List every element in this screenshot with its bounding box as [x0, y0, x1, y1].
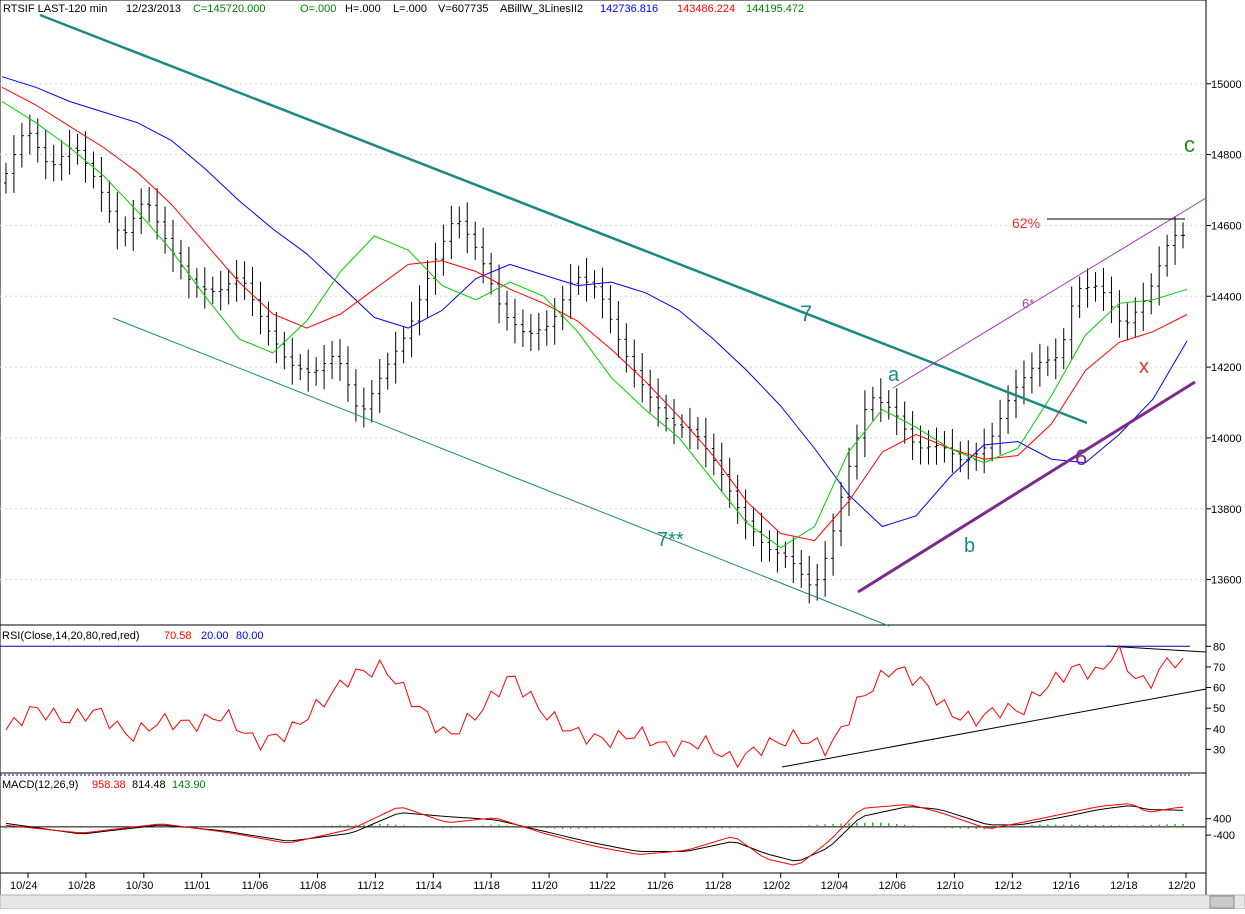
x-axis-label: 11/26 — [647, 880, 674, 892]
label-fib-62: 62% — [1012, 215, 1040, 231]
grid-layer — [0, 83, 1206, 581]
rsi-axis-label: 70 — [1213, 662, 1225, 674]
price-axis-label: 14800 — [1211, 150, 1242, 162]
wave-labels-layer: 7 7** 6 6* a b c x 62% — [657, 132, 1195, 557]
header-study: ABillW_3LinesII2 — [500, 3, 583, 15]
x-axis-label: 11/28 — [705, 880, 732, 892]
price-axis-label: 13800 — [1211, 504, 1242, 516]
x-axis-label: 12/06 — [879, 880, 907, 892]
trendline-6-star — [892, 197, 1207, 389]
header-high: H=.000 — [345, 3, 381, 15]
label-wave-a: a — [888, 364, 900, 386]
trendline-7 — [39, 13, 1088, 425]
rsi-panel-frame — [0, 624, 1207, 774]
rsi-axis-label: 40 — [1213, 724, 1225, 736]
label-wave-6-star: 6* — [1022, 296, 1034, 311]
rsi-line — [5, 644, 1184, 769]
price-layer — [3, 114, 1186, 604]
label-wave-b: b — [964, 535, 975, 557]
axes-layer: 15000 14800 14600 14400 14200 14000 13800 13600… — [10, 79, 1242, 892]
x-axis-label: 12/10 — [936, 880, 964, 892]
rsi-axis-label: 50 — [1213, 703, 1225, 715]
trendline-7-star — [112, 317, 890, 627]
x-axis-label: 12/04 — [821, 880, 849, 892]
header-close: C=145720.000 — [193, 3, 265, 15]
header-open: O=.000 — [300, 3, 336, 15]
macd-line — [5, 803, 1184, 866]
rsi-axis-label: 60 — [1213, 683, 1225, 695]
price-axis-label: 14200 — [1211, 362, 1242, 374]
x-axis-label: 10/30 — [126, 880, 154, 892]
label-wave-c: c — [1184, 132, 1195, 157]
x-axis-label: 11/22 — [589, 880, 616, 892]
header-symbol: RTSIF LAST-120 min — [3, 3, 107, 15]
rsi-high-level: 80.00 — [236, 630, 264, 642]
x-axis-label: 11/12 — [357, 880, 384, 892]
rsi-layer — [0, 644, 1190, 776]
x-axis-label: 10/24 — [10, 880, 38, 892]
price-axis-label: 13600 — [1211, 575, 1242, 587]
macd-value: 958.38 — [92, 779, 126, 791]
rsi-trendline-lower — [781, 688, 1207, 768]
price-panel-frame — [0, 0, 1207, 626]
scrollbar[interactable] — [0, 894, 1245, 910]
header-volume: V=607735 — [438, 3, 488, 15]
moving-averages-layer — [1, 76, 1188, 549]
price-axis-label: 14600 — [1211, 220, 1242, 232]
macd-axis-label: -400 — [1213, 830, 1235, 842]
macd-axis-label: 400 — [1213, 814, 1231, 826]
header-low: L=.000 — [393, 3, 427, 15]
label-wave-x: x — [1139, 356, 1149, 378]
rsi-trendline-upper — [1105, 645, 1207, 653]
macd-panel-frame — [0, 772, 1207, 874]
rsi-title: RSI(Close,14,20,80,red,red) — [2, 630, 140, 642]
x-axis-label: 11/06 — [242, 880, 269, 892]
header-line3: 144195.472 — [746, 3, 804, 15]
header-line2: 143486.224 — [677, 3, 735, 15]
label-wave-7-star: 7** — [657, 529, 684, 551]
x-axis-label: 11/20 — [531, 880, 558, 892]
ma-blue-line — [1, 76, 1188, 528]
trendline-6 — [857, 380, 1196, 594]
x-axis-label: 11/08 — [300, 880, 327, 892]
rsi-low-level: 20.00 — [201, 630, 229, 642]
x-axis-label: 11/01 — [184, 880, 211, 892]
trendlines-layer — [39, 13, 1207, 768]
x-axis-label: 12/16 — [1052, 880, 1080, 892]
macd-hist-value: 143.90 — [172, 779, 206, 791]
scrollbar-thumb[interactable] — [1209, 895, 1235, 909]
header-date: 12/23/2013 — [126, 3, 181, 15]
macd-signal-value: 814.48 — [132, 779, 166, 791]
ma-green-line — [1, 101, 1188, 549]
rsi-axis-label: 30 — [1213, 744, 1225, 756]
x-axis-label: 12/18 — [1110, 880, 1138, 892]
rsi-axis-label: 80 — [1213, 641, 1225, 653]
label-wave-6: 6 — [1075, 445, 1087, 470]
header-line1: 142736.816 — [600, 3, 658, 15]
x-axis-label: 11/18 — [473, 880, 500, 892]
x-axis-label: 12/20 — [1168, 880, 1196, 892]
label-wave-7: 7 — [800, 301, 812, 326]
x-axis-label: 12/12 — [994, 880, 1022, 892]
macd-title: MACD(12,26,9) — [2, 779, 78, 791]
macd-layer — [0, 803, 1206, 866]
rsi-value: 70.58 — [164, 630, 192, 642]
price-axis-label: 14400 — [1211, 291, 1242, 303]
price-axis-label: 15000 — [1211, 79, 1242, 91]
price-axis-label: 14000 — [1211, 433, 1242, 445]
ma-red-line — [1, 86, 1188, 542]
x-axis-label: 10/28 — [68, 880, 96, 892]
x-axis-label: 12/02 — [763, 880, 791, 892]
x-axis-label: 11/14 — [415, 880, 442, 892]
